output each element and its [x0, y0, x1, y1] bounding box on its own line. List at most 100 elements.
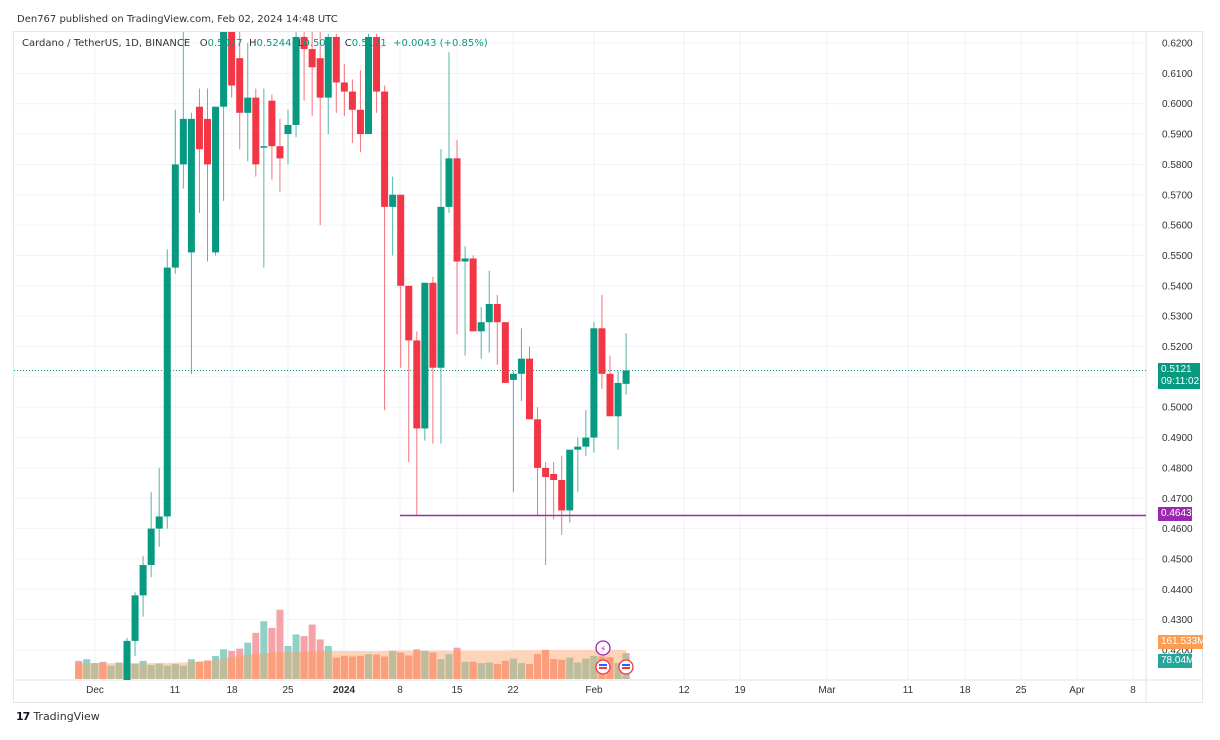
time-axis-label: 18 — [226, 685, 238, 696]
time-axis-label: 15 — [451, 685, 463, 696]
candle-body — [397, 194, 405, 286]
time-axis-label: 12 — [678, 685, 690, 696]
volume-ma-overlap — [212, 659, 220, 679]
flag-stripe-icon — [599, 664, 607, 666]
volume-ma-overlap — [115, 663, 123, 679]
price-axis-label: 0.5300 — [1162, 312, 1193, 323]
volume-ma-overlap — [566, 657, 574, 679]
brand-name: TradingView — [33, 710, 100, 723]
candle-body — [316, 58, 324, 98]
candle-body — [590, 328, 598, 438]
chart-frame[interactable] — [13, 31, 1203, 703]
candle-body — [252, 97, 260, 165]
time-axis-label: 8 — [397, 685, 403, 696]
candle-body — [284, 124, 292, 135]
open-value: 0.5077 — [207, 38, 243, 49]
volume-ma-overlap — [171, 664, 179, 679]
candle-body — [340, 82, 348, 92]
time-axis-label: 8 — [1130, 685, 1136, 696]
volume-ma-overlap — [356, 655, 364, 679]
series-layer: ⚡ — [14, 32, 1146, 680]
candle-body — [195, 106, 203, 150]
price-axis-label: 0.4600 — [1162, 524, 1193, 535]
candle-body — [131, 595, 139, 641]
candle-body — [212, 106, 220, 253]
candle-body — [509, 373, 517, 380]
volume-ma-overlap — [373, 654, 381, 679]
volume-ma-overlap — [83, 663, 91, 679]
candle-body — [421, 282, 429, 429]
volume-ma-overlap — [155, 663, 163, 679]
candle-body — [171, 164, 179, 268]
price-axis-label: 0.4900 — [1162, 433, 1193, 444]
volume-ma-overlap — [244, 654, 252, 679]
volume-ma-overlap — [397, 652, 405, 679]
volume-ma-overlap — [485, 662, 493, 679]
volume-ma-overlap — [220, 658, 228, 679]
published-by-line: Den767 published on TradingView.com, Feb… — [17, 14, 338, 25]
volume-ma-overlap — [348, 656, 356, 679]
volume-ma-overlap — [276, 651, 284, 679]
price-axis-label: 0.4800 — [1162, 463, 1193, 474]
volume-ma-overlap — [228, 657, 236, 679]
current-price-tag: 0.5121 09:11:02 — [1158, 363, 1200, 389]
volume-ma-overlap — [389, 650, 397, 679]
volume-ma-overlap — [99, 663, 107, 679]
time-axis-label: 11 — [170, 685, 181, 696]
price-axis-label: 0.5500 — [1162, 251, 1193, 262]
volume-ma-overlap — [517, 663, 525, 679]
volume-ma-overlap — [534, 654, 542, 679]
candle-body — [244, 97, 252, 113]
volume-ma-overlap — [453, 650, 461, 679]
price-axis-label: 0.5000 — [1162, 403, 1193, 414]
candle-body — [236, 58, 244, 113]
volume-ma-overlap — [300, 651, 308, 679]
time-axis-label: Mar — [818, 685, 836, 696]
candle-body — [373, 36, 381, 92]
symbol-legend[interactable]: Cardano / TetherUS, 1D, BINANCE O0.5077 … — [22, 38, 488, 49]
candle-body — [429, 282, 437, 368]
time-axis-label: Feb — [585, 685, 603, 696]
price-axis-label: 0.5800 — [1162, 160, 1193, 171]
flash-glyph-icon: ⚡ — [600, 645, 606, 655]
candle-body — [220, 32, 228, 107]
volume-ma-overlap — [179, 665, 187, 679]
candle-body — [574, 446, 582, 450]
volume-ma-overlap — [316, 650, 324, 679]
volume-bar — [276, 609, 284, 679]
symbol-name: Cardano / TetherUS, 1D, BINANCE — [22, 38, 191, 49]
candle-body — [163, 267, 171, 517]
price-axis-label: 0.5400 — [1162, 281, 1193, 292]
candle-body — [389, 194, 397, 207]
candle-body — [517, 358, 525, 374]
volume-ma-overlap — [574, 662, 582, 679]
volume-ma-overlap — [204, 660, 211, 679]
flash-event-icon — [595, 640, 611, 656]
candle-body — [606, 373, 614, 417]
time-axis-label: 18 — [959, 685, 971, 696]
candle-body — [469, 258, 477, 332]
time-axis-label: 25 — [1015, 685, 1027, 696]
candle-body — [308, 49, 316, 68]
volume-ma-overlap — [590, 655, 598, 679]
volume-ma-overlap — [558, 659, 566, 679]
candle-body — [187, 118, 195, 253]
volume-ma-overlap — [429, 652, 437, 679]
volume-ma-overlap — [195, 661, 203, 679]
flag-stripe-icon — [622, 664, 630, 666]
volume-ma-overlap — [501, 660, 509, 679]
volume-ma-overlap — [437, 659, 445, 679]
candle-body — [292, 36, 300, 125]
candle-body — [276, 146, 284, 159]
price-axis-label: 0.4300 — [1162, 615, 1193, 626]
volume-ma-overlap — [550, 659, 558, 679]
volume-ma-overlap — [405, 655, 413, 679]
volume-ma-overlap — [381, 656, 389, 679]
volume-ma-overlap — [252, 653, 260, 679]
volume-ma-overlap — [292, 651, 300, 679]
volume-ma-overlap — [542, 649, 550, 679]
candle-body — [550, 473, 558, 481]
high-value: 0.5244 — [256, 38, 292, 49]
candle-body — [493, 304, 501, 323]
